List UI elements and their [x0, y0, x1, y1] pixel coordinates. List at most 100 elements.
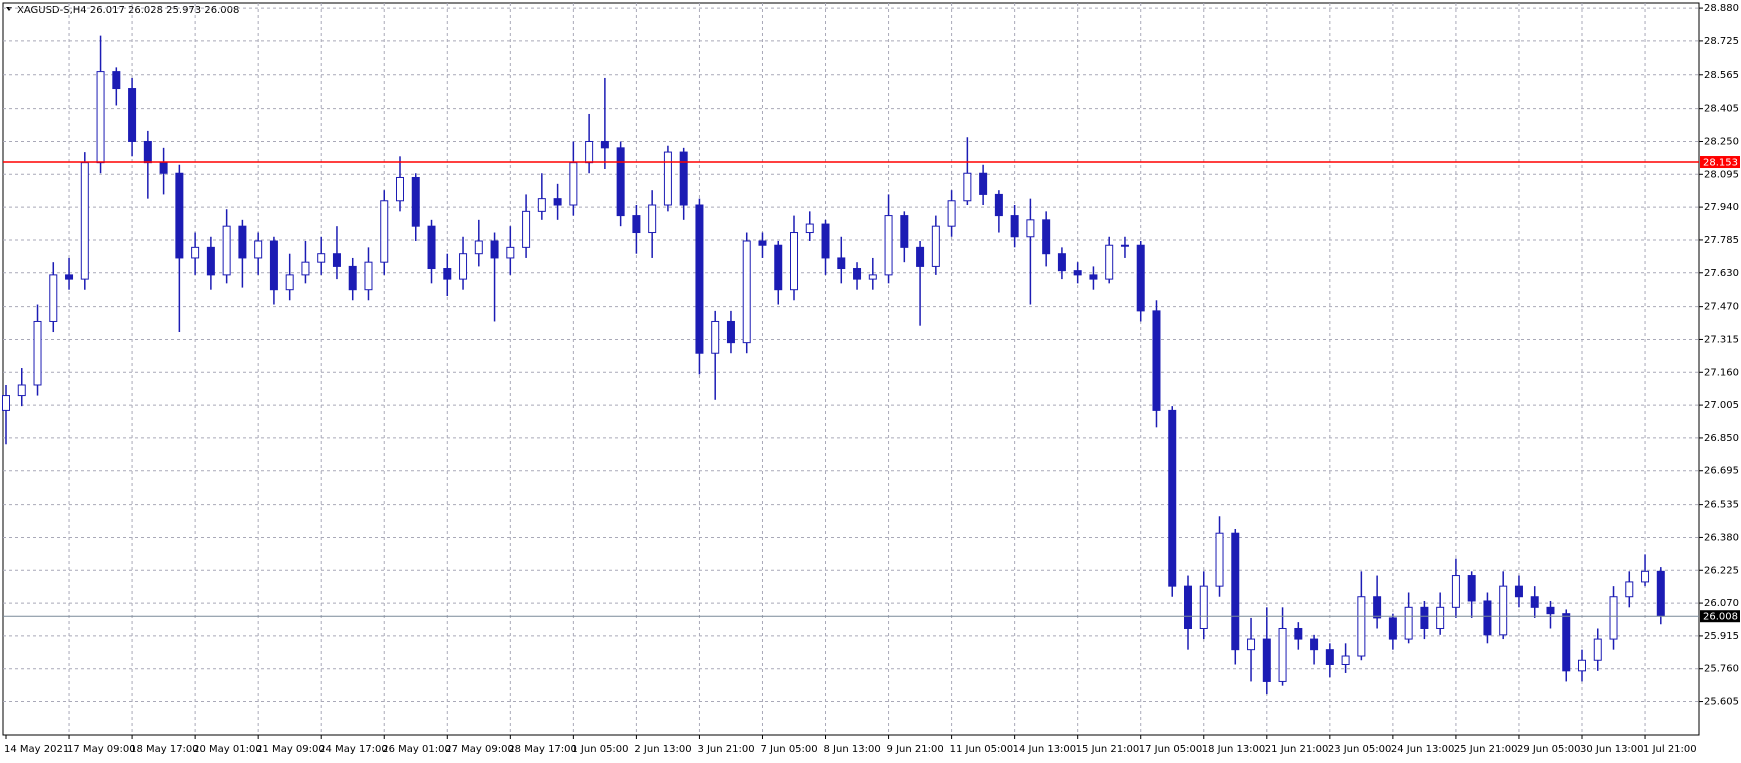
x-tick-label: 28 May 17:00 — [508, 744, 577, 755]
candle-body — [269, 240, 278, 291]
candle-body — [112, 71, 121, 90]
candle-body — [585, 140, 594, 164]
candle-body — [1294, 627, 1303, 640]
y-tick-label: 26.225 — [1704, 565, 1739, 576]
y-tick-label: 28.725 — [1704, 36, 1739, 47]
candle-body — [537, 198, 546, 212]
candle-body — [632, 215, 641, 234]
candle-body — [900, 215, 909, 248]
candle-body — [317, 253, 326, 263]
candle-body — [805, 223, 814, 234]
x-tick-label: 9 Jun 21:00 — [887, 744, 944, 755]
candle-body — [1404, 606, 1413, 640]
candle-body — [490, 240, 499, 259]
candle-body — [1199, 585, 1208, 629]
candle-body — [1231, 532, 1240, 651]
y-tick-label: 25.605 — [1704, 697, 1739, 708]
y-tick-label: 27.005 — [1704, 400, 1739, 411]
y-tick-label: 26.535 — [1704, 500, 1739, 511]
x-tick-label: 3 Jun 21:00 — [697, 744, 754, 755]
candle-body — [821, 223, 830, 259]
candle-body — [600, 140, 609, 149]
candle-body — [1357, 596, 1366, 657]
candle-body — [648, 204, 657, 234]
candle-body — [837, 257, 846, 270]
y-tick-label: 26.380 — [1704, 532, 1739, 543]
candle-body — [947, 200, 956, 227]
candle-body — [459, 253, 468, 280]
candle-body — [364, 261, 373, 291]
candle-body — [1042, 219, 1051, 255]
candle-body — [663, 151, 672, 206]
candle-body — [1467, 575, 1476, 602]
x-tick-label: 14 Jun 13:00 — [1013, 744, 1077, 755]
candle-body — [238, 225, 247, 259]
candle-body — [1278, 627, 1287, 682]
x-tick-label: 1 Jun 05:00 — [571, 744, 628, 755]
candle-body — [411, 176, 420, 227]
y-tick-label: 26.850 — [1704, 433, 1739, 444]
y-tick-label: 27.160 — [1704, 367, 1739, 378]
candle-body — [1341, 655, 1350, 665]
candle-body — [1625, 581, 1634, 598]
candle-body — [206, 246, 215, 276]
candle-body — [1310, 638, 1319, 651]
candle-body — [33, 320, 42, 386]
candle-body — [1514, 585, 1523, 598]
x-tick-label: 21 Jun 21:00 — [1265, 744, 1329, 755]
candle-body — [1073, 270, 1082, 276]
candle-body — [963, 172, 972, 202]
y-tick-label: 28.095 — [1704, 169, 1739, 180]
candle-body — [17, 384, 26, 397]
candle-body — [916, 246, 925, 267]
candle-body — [1168, 409, 1177, 587]
y-tick-label: 28.250 — [1704, 136, 1739, 147]
candle-body — [1120, 244, 1129, 247]
x-tick-label: 25 Jun 21:00 — [1454, 744, 1518, 755]
candle-body — [1530, 596, 1539, 608]
candle-body — [1325, 649, 1334, 665]
candle-body — [522, 210, 531, 248]
candle-body — [711, 320, 720, 354]
level-label-box — [1700, 156, 1740, 169]
plot-frame — [2, 2, 1700, 736]
candle-body — [96, 71, 105, 164]
candle-body — [1483, 600, 1492, 636]
x-tick-label: 2 Jun 13:00 — [634, 744, 691, 755]
candle-body — [474, 240, 483, 255]
candle-body — [1262, 638, 1271, 682]
candle-body — [553, 198, 562, 206]
candle-body — [853, 268, 862, 280]
y-tick-label: 28.880 — [1704, 3, 1739, 14]
x-tick-label: 18 Jun 13:00 — [1202, 744, 1266, 755]
x-tick-label: 11 Jun 05:00 — [950, 744, 1014, 755]
candle-body — [616, 147, 625, 217]
candle-body — [332, 253, 341, 267]
candle-body — [285, 274, 294, 291]
candle-body — [726, 320, 735, 344]
candle-body — [1136, 244, 1145, 312]
candle-body — [222, 225, 231, 276]
candle-body — [1656, 570, 1665, 617]
x-tick-label: 24 Jun 13:00 — [1391, 744, 1455, 755]
candle-body — [1420, 606, 1429, 629]
candle-body — [695, 204, 704, 354]
candle-body — [159, 162, 168, 174]
x-tick-label: 29 Jun 05:00 — [1517, 744, 1581, 755]
candle-body — [1010, 215, 1019, 238]
level-label-box — [1700, 610, 1740, 623]
candle-body — [1578, 659, 1586, 672]
x-tick-label: 27 May 09:00 — [445, 744, 514, 755]
candle-body — [868, 274, 877, 280]
candle-body — [1609, 596, 1618, 640]
x-tick-label: 26 May 01:00 — [382, 744, 451, 755]
candle-body — [1436, 606, 1445, 629]
candle-body — [1057, 253, 1066, 272]
y-tick-label: 27.940 — [1704, 202, 1739, 213]
candle-body — [742, 240, 751, 344]
candle-body — [1247, 638, 1256, 651]
y-tick-label: 27.785 — [1704, 235, 1739, 246]
candle-body — [301, 261, 310, 276]
x-tick-label: 24 May 17:00 — [319, 744, 388, 755]
